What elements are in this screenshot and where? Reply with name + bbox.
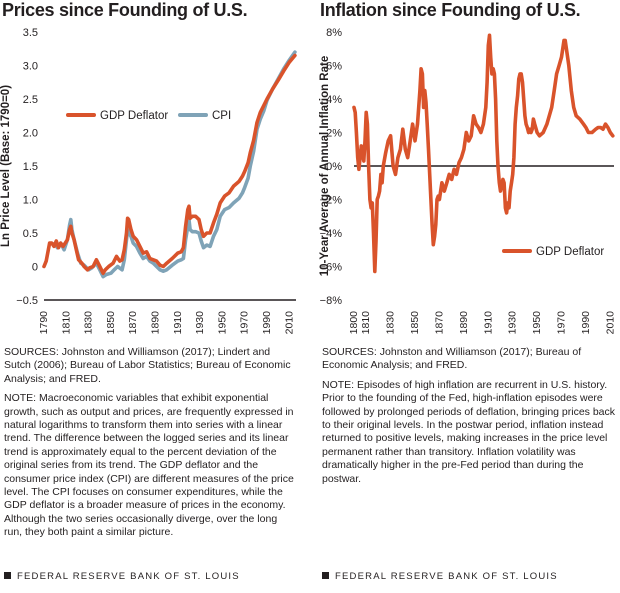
inflation-chart: 10-Year Average of Annual Inflation Rate… (319, 27, 616, 335)
x-tick-label: 2010 (283, 311, 295, 335)
x-tick-label: 1910 (172, 311, 184, 335)
footer-square-icon (4, 572, 11, 579)
right-footer-text: FEDERAL RESERVE BANK OF ST. LOUIS (335, 571, 558, 582)
x-tick-label: 1830 (385, 311, 397, 335)
y-tick-label: 8% (326, 27, 342, 39)
y-tick-label: 1.0 (23, 195, 38, 207)
x-tick-label: 1890 (150, 311, 162, 335)
x-tick-label: 1930 (507, 311, 519, 335)
x-tick-label: 1870 (127, 311, 139, 335)
x-tick-label: 1850 (409, 311, 421, 335)
x-tick-label: 1950 (531, 311, 543, 335)
y-tick-label: −0.5 (16, 295, 38, 307)
y-tick-label: 0.5 (23, 228, 38, 240)
legend-label-gdp-deflator: GDP Deflator (536, 246, 604, 258)
x-tick-label: 1830 (83, 311, 95, 335)
x-tick-label: 1930 (194, 311, 206, 335)
left-sources: SOURCES: Johnston and Williamson (2017);… (4, 346, 291, 385)
right-sources: SOURCES: Johnston and Williamson (2017);… (322, 346, 582, 372)
right-panel: Inflation since Founding of U.S. 10-Year… (318, 0, 618, 593)
x-tick-label: 1970 (239, 311, 251, 335)
prices-chart: Ln Price Level (Base: 1790=0) −0.5 0 0.5 1.0… (0, 27, 297, 335)
right-footer: FEDERAL RESERVE BANK OF ST. LOUIS (322, 571, 558, 582)
x-tick-label: 1810 (60, 311, 72, 335)
y-tick-label: −6% (320, 262, 343, 274)
y-tick-label: 2% (326, 128, 342, 140)
y-tick-label: 2.0 (23, 128, 38, 140)
left-note: NOTE: Macroeconomic variables that exhib… (4, 392, 294, 539)
x-tick-label: 1990 (261, 311, 273, 335)
left-panel: Prices since Founding of U.S. Ln Price L… (0, 0, 300, 593)
footer-square-icon (322, 572, 329, 579)
left-footer: FEDERAL RESERVE BANK OF ST. LOUIS (4, 571, 240, 582)
x-tick-label: 1800 (348, 311, 360, 335)
left-chart-title: Prices since Founding of U.S. (2, 0, 248, 20)
y-axis-label: Ln Price Level (Base: 1790=0) (0, 85, 12, 247)
right-note: NOTE: Episodes of high inflation are rec… (322, 378, 616, 485)
series-line-gdp-deflator (42, 53, 297, 275)
y-tick-label: 3.5 (23, 27, 38, 39)
y-tick-label: −8% (320, 295, 343, 307)
x-tick-label: 1810 (360, 311, 372, 335)
y-tick-label: −4% (320, 228, 343, 240)
series-line-cpi (53, 50, 297, 279)
y-tick-label: 4% (326, 94, 342, 106)
y-tick-label: 1.5 (23, 161, 38, 173)
x-tick-label: 1970 (556, 311, 568, 335)
x-tick-label: 1790 (38, 311, 50, 335)
y-tick-label: 6% (326, 61, 342, 73)
x-tick-label: 1870 (433, 311, 445, 335)
left-notes: SOURCES: Johnston and Williamson (2017);… (4, 346, 298, 546)
y-tick-label: −2% (320, 195, 343, 207)
left-footer-text: FEDERAL RESERVE BANK OF ST. LOUIS (17, 571, 240, 582)
y-tick-label: 0% (326, 161, 342, 173)
series-line-gdp-deflator (352, 33, 615, 274)
legend-label-cpi: CPI (212, 110, 231, 122)
right-notes: SOURCES: Johnston and Williamson (2017);… (322, 346, 616, 492)
y-axis-label: 10-Year Average of Annual Inflation Rate (319, 56, 331, 276)
x-tick-label: 1850 (105, 311, 117, 335)
x-tick-label: 1890 (458, 311, 470, 335)
x-tick-label: 2010 (604, 311, 616, 335)
y-tick-label: 0 (32, 262, 38, 274)
x-tick-label: 1910 (482, 311, 494, 335)
legend-label-gdp-deflator: GDP Deflator (100, 110, 168, 122)
y-tick-label: 2.5 (23, 94, 38, 106)
right-chart-title: Inflation since Founding of U.S. (320, 0, 581, 20)
x-tick-label: 1990 (580, 311, 592, 335)
x-tick-label: 1950 (216, 311, 228, 335)
y-tick-label: 3.0 (23, 61, 38, 73)
